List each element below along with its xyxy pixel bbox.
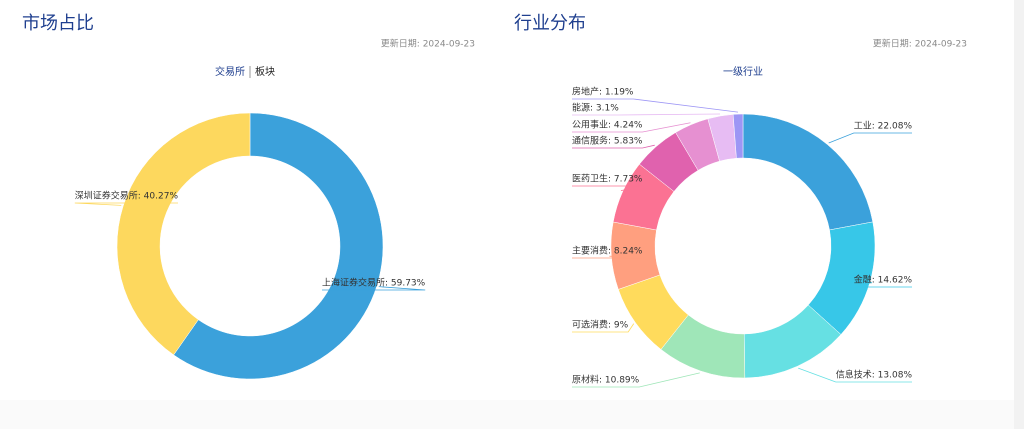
label-leader (828, 132, 912, 144)
label-leader (572, 144, 655, 149)
tab[interactable]: 板块 (255, 65, 275, 78)
slice-label: 金融: 14.62% (854, 274, 913, 286)
slice-label: 房地产: 1.19% (572, 86, 634, 98)
slice-label: 深圳证券交易所: 40.27% (75, 190, 179, 202)
slice-label: 公用事业: 4.24% (572, 119, 643, 131)
slice-label: 上海证券交易所: 59.73% (322, 277, 426, 289)
tab[interactable]: 一级行业 (723, 65, 763, 78)
donut-slice (173, 112, 384, 380)
label-leader (572, 98, 739, 113)
panel-title: 行业分布 (514, 13, 586, 34)
label-leader (322, 286, 426, 291)
panel-title: 市场占比 (22, 13, 94, 34)
slice-label: 能源: 3.1% (572, 102, 619, 114)
slice-label: 工业: 22.08% (854, 121, 913, 132)
slice-label: 可选消费: 9% (572, 319, 629, 331)
label-leader (853, 282, 912, 288)
donut-slice (116, 112, 251, 356)
donut-slice (732, 113, 744, 159)
footer (0, 400, 1014, 429)
label-leader (572, 113, 721, 116)
slice-label: 信息技术: 13.08% (836, 369, 913, 381)
slice-label: 医药卫生: 7.73% (572, 173, 643, 185)
label-leader (798, 367, 912, 383)
tab[interactable]: 交易所 (215, 65, 245, 78)
slice-label: 通信服务: 5.83% (572, 135, 643, 147)
label-leader (572, 255, 643, 259)
update-date: 更新日期: 2024-09-23 (381, 38, 475, 50)
label-leader (572, 372, 700, 388)
label-leader (572, 323, 635, 333)
label-leader (74, 202, 178, 206)
update-date: 更新日期: 2024-09-23 (873, 38, 967, 50)
scrollbar (1014, 0, 1024, 429)
slice-label: 原材料: 10.89% (572, 374, 640, 386)
label-leader (572, 185, 643, 192)
label-leader (572, 122, 691, 133)
slice-label: 主要消费: 8.24% (572, 245, 643, 257)
